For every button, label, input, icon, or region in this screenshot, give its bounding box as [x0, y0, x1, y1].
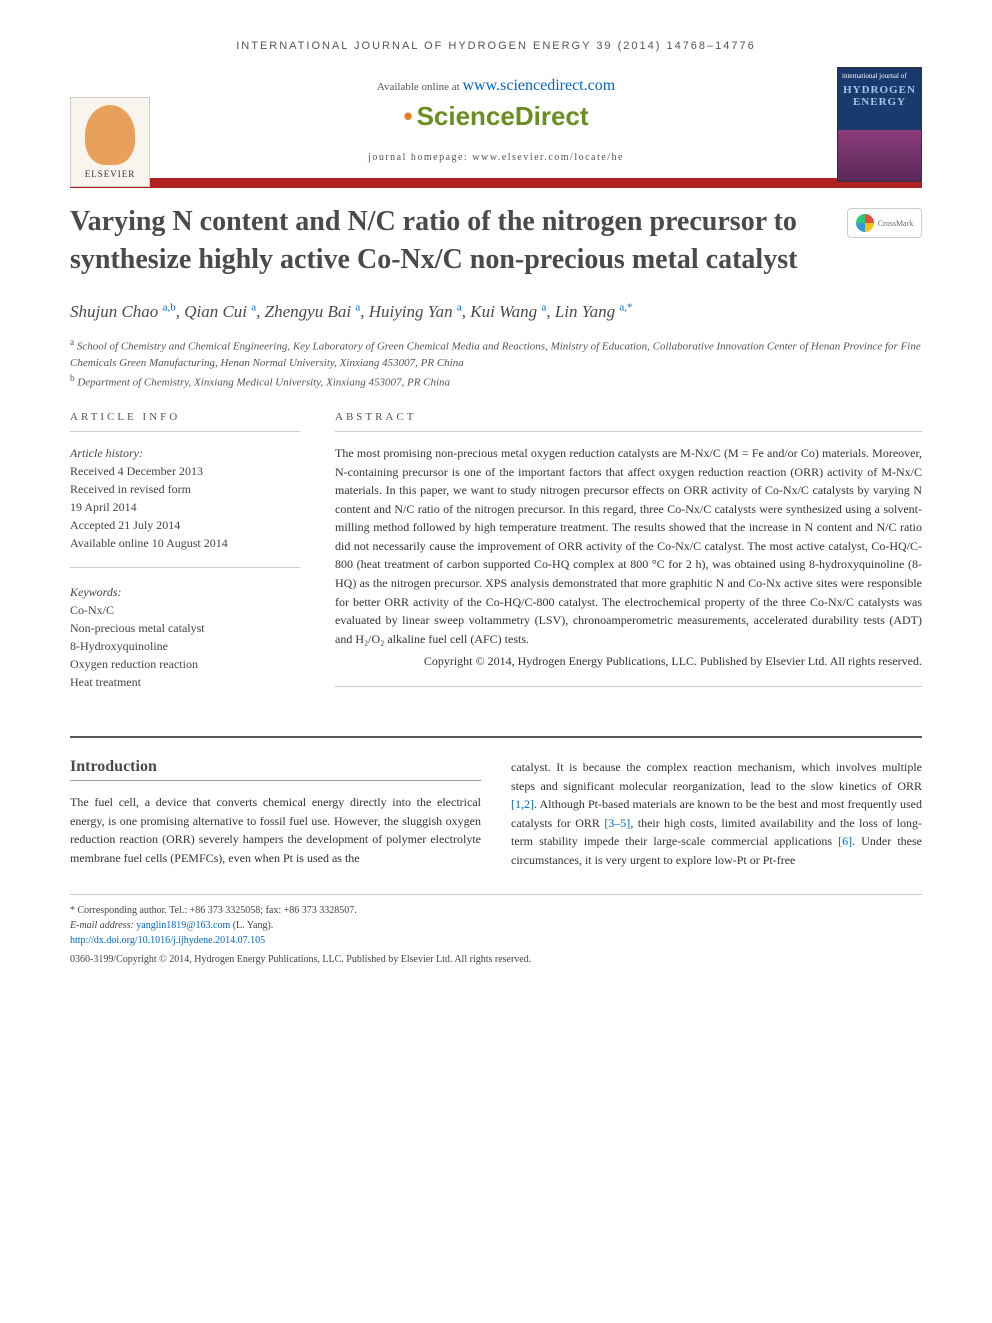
keyword-2: Non-precious metal catalyst	[70, 619, 300, 637]
email-label: E-mail address:	[70, 920, 136, 931]
introduction-heading: Introduction	[70, 758, 481, 781]
cover-main-2: ENERGY	[838, 96, 921, 108]
journal-cover[interactable]: international journal of HYDROGEN ENERGY	[837, 67, 922, 182]
doi-link[interactable]: http://dx.doi.org/10.1016/j.ijhydene.201…	[70, 935, 265, 946]
email-who: (L. Yang).	[230, 920, 273, 931]
affiliation-a: a School of Chemistry and Chemical Engin…	[70, 336, 922, 372]
sciencedirect-link[interactable]: www.sciencedirect.com	[462, 77, 615, 94]
abstract-heading: ABSTRACT	[335, 411, 922, 432]
abstract-copyright: Copyright © 2014, Hydrogen Energy Public…	[335, 652, 922, 671]
keyword-5: Heat treatment	[70, 673, 300, 691]
info-divider	[70, 567, 300, 568]
history-revised-2: 19 April 2014	[70, 498, 300, 516]
elsevier-label: ELSEVIER	[85, 169, 136, 179]
article-info-heading: ARTICLE INFO	[70, 411, 300, 432]
affiliation-b: b Department of Chemistry, Xinxiang Medi…	[70, 372, 922, 391]
bottom-copyright: 0360-3199/Copyright © 2014, Hydrogen Ene…	[70, 952, 922, 967]
red-bar	[70, 178, 922, 188]
keywords-label: Keywords:	[70, 583, 300, 601]
sciencedirect-logo[interactable]: ScienceDirect	[70, 101, 922, 132]
journal-homepage: journal homepage: www.elsevier.com/locat…	[70, 152, 922, 163]
history-online: Available online 10 August 2014	[70, 534, 300, 552]
keyword-3: 8-Hydroxyquinoline	[70, 637, 300, 655]
available-text: Available online at	[377, 81, 463, 93]
ref-link-1-2[interactable]: [1,2]	[511, 797, 534, 811]
crossmark-badge[interactable]: CrossMark	[847, 208, 922, 238]
history-accepted: Accepted 21 July 2014	[70, 516, 300, 534]
right-column: catalyst. It is because the complex reac…	[511, 758, 922, 870]
ref-link-3-5[interactable]: [3–5]	[604, 816, 630, 830]
article-info-column: ARTICLE INFO Article history: Received 4…	[70, 411, 300, 706]
section-divider	[70, 736, 922, 738]
keyword-1: Co-Nx/C	[70, 601, 300, 619]
corresponding-author: * Corresponding author. Tel.: +86 373 33…	[70, 903, 922, 918]
intro-paragraph-1: The fuel cell, a device that converts ch…	[70, 793, 481, 867]
left-column: Introduction The fuel cell, a device tha…	[70, 758, 481, 870]
email-link[interactable]: yanglin1819@163.com	[136, 920, 230, 931]
abstract-text: The most promising non-precious metal ox…	[335, 444, 922, 649]
article-title: Varying N content and N/C ratio of the n…	[70, 203, 922, 279]
affiliations: a School of Chemistry and Chemical Engin…	[70, 336, 922, 391]
intro-paragraph-2: catalyst. It is because the complex reac…	[511, 758, 922, 870]
header-block: ELSEVIER international journal of HYDROG…	[70, 77, 922, 163]
footnotes: * Corresponding author. Tel.: +86 373 33…	[70, 894, 922, 967]
crossmark-label: CrossMark	[878, 219, 914, 228]
abstract-column: ABSTRACT The most promising non-precious…	[335, 411, 922, 706]
running-header: INTERNATIONAL JOURNAL OF HYDROGEN ENERGY…	[70, 40, 922, 52]
abstract-divider	[335, 686, 922, 687]
ref-link-6[interactable]: [6]	[838, 834, 852, 848]
history-label: Article history:	[70, 444, 300, 462]
keyword-4: Oxygen reduction reaction	[70, 655, 300, 673]
history-received: Received 4 December 2013	[70, 462, 300, 480]
elsevier-logo[interactable]: ELSEVIER	[70, 97, 150, 187]
cover-small-text: international journal of	[838, 68, 921, 84]
cover-main-1: HYDROGEN	[838, 84, 921, 96]
history-revised-1: Received in revised form	[70, 480, 300, 498]
crossmark-icon	[856, 214, 874, 232]
elsevier-tree-icon	[85, 105, 135, 165]
authors: Shujun Chao a,b, Qian Cui a, Zhengyu Bai…	[70, 299, 922, 325]
